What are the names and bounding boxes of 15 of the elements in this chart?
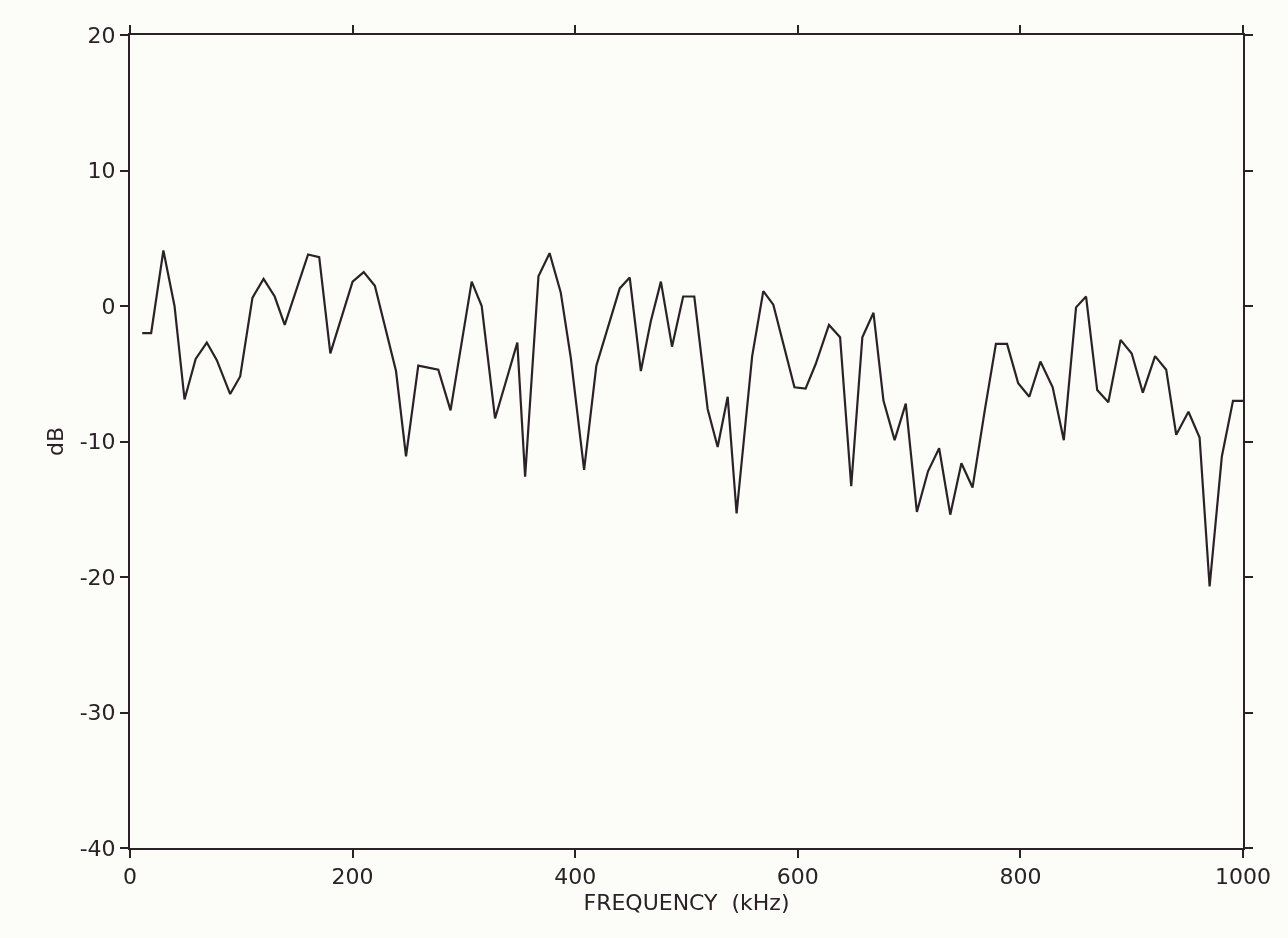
x-tick-label: 200 <box>331 864 374 890</box>
y-tick-label: -40 <box>79 835 116 861</box>
x-tick-label: 800 <box>999 864 1042 890</box>
x-tick-label: 1000 <box>1215 864 1271 890</box>
y-tick-label: 20 <box>87 22 116 48</box>
y-tick-label: -10 <box>79 429 116 455</box>
x-axis-title: FREQUENCY (kHz) <box>583 889 790 915</box>
y-tick-label: 0 <box>101 293 116 319</box>
x-tick-label: 400 <box>554 864 597 890</box>
y-tick-label: -30 <box>79 700 116 726</box>
x-tick-label: 0 <box>123 864 137 890</box>
y-tick-label: -20 <box>79 564 116 590</box>
y-tick-label: 10 <box>87 158 116 184</box>
y-axis-title: dB <box>42 426 68 457</box>
x-tick-label: 600 <box>776 864 819 890</box>
